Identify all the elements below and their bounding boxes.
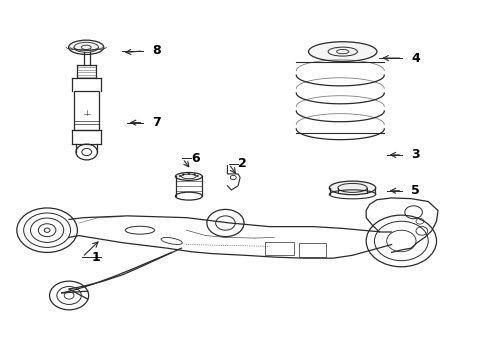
Text: 1: 1 (91, 251, 100, 264)
Ellipse shape (309, 42, 377, 62)
Bar (265, 242, 294, 255)
Circle shape (194, 174, 196, 175)
Text: 3: 3 (411, 148, 420, 161)
Ellipse shape (329, 181, 376, 195)
Ellipse shape (69, 40, 104, 54)
Circle shape (179, 175, 181, 177)
Circle shape (182, 174, 184, 175)
Text: 2: 2 (238, 157, 246, 170)
Text: 4: 4 (411, 51, 420, 64)
Bar (74, 91, 99, 130)
Text: 7: 7 (152, 116, 161, 129)
Circle shape (196, 175, 198, 177)
Circle shape (188, 173, 190, 175)
Bar (299, 243, 326, 257)
Text: 8: 8 (152, 44, 161, 57)
Text: 6: 6 (191, 152, 200, 165)
Ellipse shape (175, 172, 202, 180)
Text: 5: 5 (411, 184, 420, 197)
